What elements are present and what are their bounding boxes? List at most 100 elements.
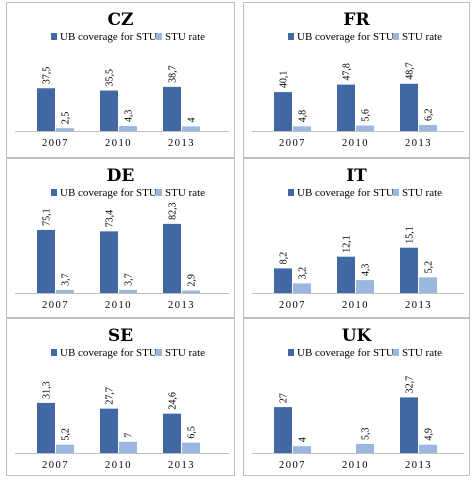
data-label-stu-rate-2013: 5,2 [424,261,435,274]
chart-title: UK [342,326,373,346]
bar-stu-rate-2010 [119,441,137,453]
chart-panel-de: DE UB coverage for STU STU rate 75,1 3,7 2007… [6,158,235,318]
data-label-stu-rate-2010: 5,6 [361,109,372,122]
bar-stu-rate-2007 [56,128,74,131]
data-label-stu-rate-2007: 4,8 [298,110,309,123]
data-label-stu-rate-2007: 3,2 [298,267,309,280]
bar-ub-coverage-2010 [100,231,118,293]
data-label-ub-coverage-2010: 35,5 [105,69,116,87]
bar-ub-coverage-2010 [100,90,118,131]
bar-ub-coverage-2013 [163,413,181,453]
legend-swatch-ub-coverage [288,33,294,40]
x-tick-label-2007: 2007 [279,138,306,149]
x-tick-label-2007: 2007 [279,300,306,311]
chart-title: IT [346,166,367,186]
bar-ub-coverage-2007 [274,268,292,293]
data-label-ub-coverage-2013: 24,6 [168,392,179,410]
legend-swatch-ub-coverage [51,189,57,196]
bar-ub-coverage-2010 [100,408,118,453]
legend-label-ub-coverage: UB coverage for STU [297,347,394,359]
bar-ub-coverage-2010 [337,84,355,131]
data-label-stu-rate-2010: 7 [124,433,135,438]
data-label-ub-coverage-2007: 31,3 [42,381,53,399]
chart-panel-fr: FR UB coverage for STU STU rate 40,1 4,8 2007… [243,2,470,158]
data-label-ub-coverage-2013: 32,7 [405,376,416,394]
legend-swatch-ub-coverage [51,33,57,40]
data-label-stu-rate-2007: 3,7 [61,273,72,286]
bar-stu-rate-2013 [419,444,437,453]
legend-swatch-stu-rate [156,33,162,40]
bar-stu-rate-2013 [182,290,200,293]
legend-label-ub-coverage: UB coverage for STU [297,187,394,199]
data-label-ub-coverage-2007: 37,5 [42,67,53,85]
data-label-ub-coverage-2010: 27,7 [105,387,116,405]
data-label-ub-coverage-2010: 73,4 [105,210,116,228]
chart-title: FR [343,10,370,30]
bar-stu-rate-2007 [56,289,74,293]
legend-label-stu-rate: STU rate [402,347,442,359]
bar-ub-coverage-2007 [37,402,55,453]
chart-panel-it: IT UB coverage for STU STU rate 8,2 3,2 2007 1… [243,158,470,318]
data-label-stu-rate-2013: 4 [187,117,198,122]
bar-stu-rate-2010 [119,289,137,293]
bar-ub-coverage-2007 [37,229,55,293]
x-tick-label-2013: 2013 [168,138,195,149]
x-tick-label-2010: 2010 [342,300,369,311]
bar-stu-rate-2007 [293,446,311,453]
bar-stu-rate-2010 [356,280,374,293]
legend-swatch-stu-rate [393,349,399,356]
data-label-stu-rate-2013: 6,5 [187,426,198,439]
data-label-stu-rate-2013: 6,2 [424,108,435,121]
x-tick-label-2013: 2013 [405,460,432,471]
data-label-stu-rate-2007: 4 [298,437,309,442]
legend-label-ub-coverage: UB coverage for STU [297,31,394,43]
data-label-stu-rate-2007: 5,2 [61,428,72,441]
bar-ub-coverage-2007 [274,92,292,131]
bar-ub-coverage-2013 [163,86,181,131]
bar-stu-rate-2013 [182,126,200,131]
data-label-stu-rate-2013: 4,9 [424,428,435,441]
chart-title: SE [108,326,133,346]
x-tick-label-2013: 2013 [405,138,432,149]
bar-ub-coverage-2013 [400,397,418,453]
data-label-stu-rate-2010: 4,3 [124,110,135,123]
bar-ub-coverage-2013 [163,223,181,293]
legend-label-stu-rate: STU rate [165,187,205,199]
chart-title: DE [107,166,135,186]
x-tick-label-2013: 2013 [168,300,195,311]
x-tick-label-2013: 2013 [168,460,195,471]
data-label-ub-coverage-2007: 27 [279,393,290,403]
x-tick-label-2007: 2007 [42,300,69,311]
data-label-ub-coverage-2010: 47,8 [342,63,353,81]
data-label-ub-coverage-2013: 82,3 [168,202,179,220]
bar-stu-rate-2013 [182,442,200,453]
data-label-ub-coverage-2013: 15,1 [405,226,416,244]
legend-swatch-ub-coverage [51,349,57,356]
x-tick-label-2010: 2010 [105,138,132,149]
legend-swatch-stu-rate [393,189,399,196]
legend-label-ub-coverage: UB coverage for STU [60,347,157,359]
chart-title: CZ [108,10,134,30]
bar-stu-rate-2010 [356,125,374,131]
x-tick-label-2007: 2007 [42,460,69,471]
bar-stu-rate-2010 [119,126,137,131]
legend-label-stu-rate: STU rate [402,31,442,43]
x-tick-label-2013: 2013 [405,300,432,311]
data-label-stu-rate-2010: 3,7 [124,273,135,286]
x-tick-label-2010: 2010 [342,460,369,471]
data-label-ub-coverage-2010: 12,1 [342,235,353,253]
legend-label-ub-coverage: UB coverage for STU [60,31,157,43]
legend-label-stu-rate: STU rate [165,31,205,43]
chart-panel-cz: CZ UB coverage for STU STU rate 37,5 2,5 2007… [6,2,235,158]
bar-ub-coverage-2007 [274,407,292,453]
data-label-stu-rate-2010: 4,3 [361,264,372,277]
data-label-stu-rate-2007: 2,5 [61,112,72,125]
legend-label-ub-coverage: UB coverage for STU [60,187,157,199]
data-label-ub-coverage-2007: 8,2 [279,252,290,265]
legend-swatch-ub-coverage [288,189,294,196]
